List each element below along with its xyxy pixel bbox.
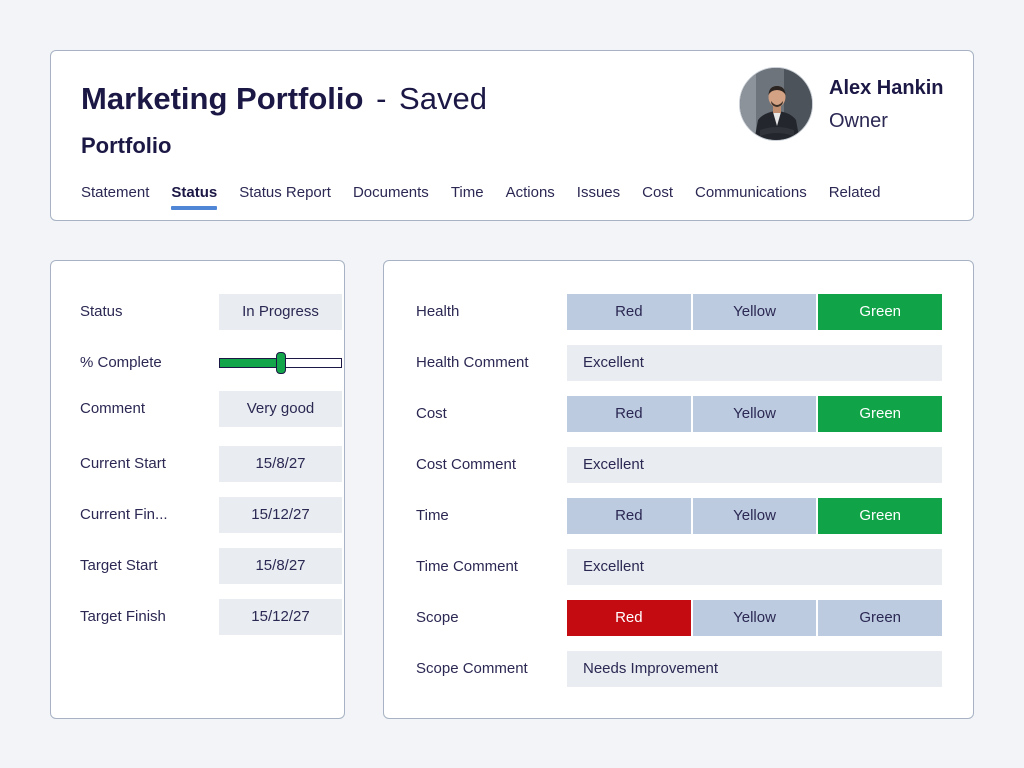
current-finish-row: Current Fin... 15/12/27 xyxy=(80,497,342,533)
page-subtitle: Portfolio xyxy=(81,133,172,158)
tab-communications[interactable]: Communications xyxy=(695,184,807,201)
portfolio-title: Marketing Portfolio xyxy=(81,81,364,116)
target-start-field[interactable]: 15/8/27 xyxy=(219,548,342,584)
status-field[interactable]: In Progress xyxy=(219,294,342,330)
target-finish-label: Target Finish xyxy=(80,608,166,625)
time-comment-row: Time Comment Excellent xyxy=(416,549,942,585)
current-finish-field[interactable]: 15/12/27 xyxy=(219,497,342,533)
time-red-option[interactable]: Red xyxy=(567,498,691,534)
status-row: Status In Progress xyxy=(80,294,342,330)
cost-label: Cost xyxy=(416,405,447,422)
time-comment-label: Time Comment xyxy=(416,558,518,575)
tab-actions[interactable]: Actions xyxy=(505,184,555,201)
current-start-label: Current Start xyxy=(80,455,166,472)
target-finish-row: Target Finish 15/12/27 xyxy=(80,599,342,635)
comment-label: Comment xyxy=(80,400,146,417)
health-comment-label: Health Comment xyxy=(416,354,529,371)
tab-time[interactable]: Time xyxy=(450,184,484,201)
scope-label: Scope xyxy=(416,609,459,626)
save-state: Saved xyxy=(399,81,487,116)
health-comment-field[interactable]: Excellent xyxy=(567,345,942,381)
tab-statement[interactable]: Statement xyxy=(81,184,150,201)
cost-yellow-option[interactable]: Yellow xyxy=(692,396,817,432)
health-yellow-option[interactable]: Yellow xyxy=(692,294,817,330)
tab-status-report[interactable]: Status Report xyxy=(239,184,331,201)
scope-green-option[interactable]: Green xyxy=(818,600,943,636)
time-label: Time xyxy=(416,507,449,524)
comment-row: Comment Very good xyxy=(80,391,342,427)
time-yellow-option[interactable]: Yellow xyxy=(692,498,817,534)
scope-comment-label: Scope Comment xyxy=(416,660,528,677)
status-label: Status xyxy=(80,303,123,320)
slider-fill xyxy=(220,359,281,367)
scope-red-option[interactable]: Red xyxy=(567,600,691,636)
health-row: Health Red Yellow Green xyxy=(416,294,943,330)
time-row: Time Red Yellow Green xyxy=(416,498,943,534)
owner-role: Owner xyxy=(829,110,888,132)
cost-red-option[interactable]: Red xyxy=(567,396,691,432)
scope-yellow-option[interactable]: Yellow xyxy=(692,600,817,636)
scope-comment-row: Scope Comment Needs Improvement xyxy=(416,651,942,687)
title-separator: - xyxy=(376,81,387,116)
header-card: Marketing Portfolio - Saved Portfolio St… xyxy=(50,50,974,221)
cost-green-option[interactable]: Green xyxy=(818,396,943,432)
target-finish-field[interactable]: 15/12/27 xyxy=(219,599,342,635)
time-green-option[interactable]: Green xyxy=(818,498,943,534)
current-start-row: Current Start 15/8/27 xyxy=(80,446,342,482)
cost-comment-field[interactable]: Excellent xyxy=(567,447,942,483)
percent-complete-label: % Complete xyxy=(80,354,162,371)
tab-bar: Statement Status Status Report Documents… xyxy=(81,184,902,210)
health-comment-row: Health Comment Excellent xyxy=(416,345,942,381)
tab-cost[interactable]: Cost xyxy=(642,184,673,201)
tab-issues[interactable]: Issues xyxy=(576,184,621,201)
owner-name: Alex Hankin xyxy=(829,77,944,99)
time-rag-selector: Red Yellow Green xyxy=(567,498,943,534)
health-label: Health xyxy=(416,303,460,320)
scope-comment-field[interactable]: Needs Improvement xyxy=(567,651,942,687)
tab-documents[interactable]: Documents xyxy=(352,184,429,201)
target-start-label: Target Start xyxy=(80,557,158,574)
page-title: Marketing Portfolio - Saved xyxy=(81,81,487,117)
slider-thumb[interactable] xyxy=(275,352,286,374)
scope-rag-selector: Red Yellow Green xyxy=(567,600,943,636)
avatar[interactable] xyxy=(739,67,813,141)
percent-complete-slider[interactable] xyxy=(219,352,342,374)
comment-field[interactable]: Very good xyxy=(219,391,342,427)
person-photo-icon xyxy=(740,68,812,140)
rag-status-card: Health Red Yellow Green Health Comment E… xyxy=(383,260,974,719)
cost-row: Cost Red Yellow Green xyxy=(416,396,943,432)
percent-complete-row: % Complete xyxy=(80,345,342,381)
target-start-row: Target Start 15/8/27 xyxy=(80,548,342,584)
health-green-option[interactable]: Green xyxy=(818,294,943,330)
tab-status[interactable]: Status xyxy=(171,184,217,210)
time-comment-field[interactable]: Excellent xyxy=(567,549,942,585)
cost-rag-selector: Red Yellow Green xyxy=(567,396,943,432)
current-finish-label: Current Fin... xyxy=(80,506,168,523)
health-red-option[interactable]: Red xyxy=(567,294,691,330)
health-rag-selector: Red Yellow Green xyxy=(567,294,943,330)
scope-row: Scope Red Yellow Green xyxy=(416,600,943,636)
current-start-field[interactable]: 15/8/27 xyxy=(219,446,342,482)
cost-comment-label: Cost Comment xyxy=(416,456,517,473)
cost-comment-row: Cost Comment Excellent xyxy=(416,447,942,483)
tab-related[interactable]: Related xyxy=(828,184,881,201)
status-details-card: Status In Progress % Complete Comment Ve… xyxy=(50,260,345,719)
